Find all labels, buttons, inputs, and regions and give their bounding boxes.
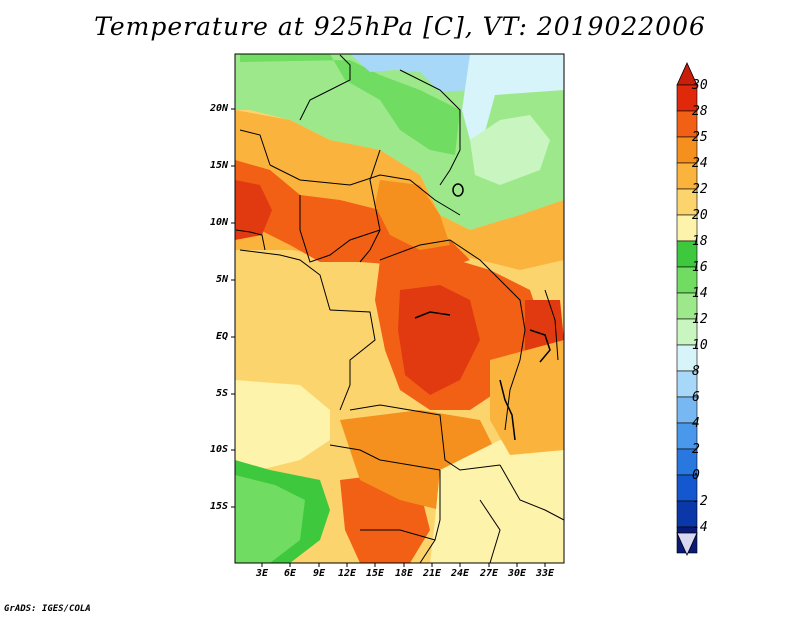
colorbar-label-minus2: -2 bbox=[692, 494, 708, 509]
lon-label-9e: 9E bbox=[312, 568, 326, 579]
lon-label-21e: 21E bbox=[422, 568, 442, 579]
field-angola-green-light bbox=[235, 475, 305, 563]
colorbar-label-20: 20 bbox=[692, 208, 708, 223]
lon-ticks bbox=[261, 563, 546, 567]
grads-credit: GrADS: IGES/COLA bbox=[4, 604, 91, 614]
field-green-pale-ne bbox=[470, 115, 550, 185]
colorbar-label-25: 25 bbox=[692, 130, 708, 145]
lon-label-27e: 27E bbox=[479, 568, 499, 579]
colorbar-label-10: 10 bbox=[692, 338, 708, 353]
lat-label-eq: EQ bbox=[215, 331, 228, 342]
colorbar bbox=[676, 62, 698, 556]
lat-label-15s: 15S bbox=[209, 501, 228, 512]
colorbar-label-6: 6 bbox=[692, 390, 700, 405]
lon-label-30e: 30E bbox=[507, 568, 527, 579]
colorbar-label-2: 2 bbox=[692, 442, 700, 457]
lon-label-33e: 33E bbox=[535, 568, 555, 579]
colorbar-bottom-triangle bbox=[676, 532, 698, 556]
lon-label-3e: 3E bbox=[255, 568, 269, 579]
country-borders bbox=[235, 54, 565, 564]
lat-label-15n: 15N bbox=[209, 160, 228, 171]
colorbar-label-16: 16 bbox=[692, 260, 708, 275]
field-blue-north bbox=[350, 54, 470, 92]
colorbar-label-30: 30 bbox=[692, 78, 708, 93]
lat-label-10s: 10S bbox=[209, 444, 228, 455]
colorbar-label-4: 4 bbox=[692, 416, 700, 431]
chart-title: Temperature at 925hPa [C], VT: 201902200… bbox=[94, 12, 706, 41]
lat-label-5n: 5N bbox=[215, 274, 228, 285]
lat-label-10n: 10N bbox=[209, 217, 228, 228]
colorbar-label-22: 22 bbox=[692, 182, 708, 197]
lat-ticks bbox=[231, 108, 235, 508]
lon-label-18e: 18E bbox=[394, 568, 414, 579]
lat-label-5s: 5S bbox=[215, 388, 228, 399]
field-east-orange bbox=[490, 340, 564, 455]
field-hot-deep-west bbox=[235, 180, 272, 240]
colorbar-label-12: 12 bbox=[692, 312, 708, 327]
field-southeast-pale bbox=[430, 440, 564, 563]
field-warm-band bbox=[375, 180, 450, 250]
field-central-core bbox=[398, 285, 480, 395]
colorbar-label-18: 18 bbox=[692, 234, 708, 249]
lon-label-12e: 12E bbox=[337, 568, 357, 579]
colorbar-label-24: 24 bbox=[692, 156, 708, 171]
colorbar-label-8: 8 bbox=[692, 364, 700, 379]
field-gulf-yellow bbox=[235, 380, 330, 470]
field-green-dark-north bbox=[240, 54, 460, 155]
colorbar-label-14: 14 bbox=[692, 286, 708, 301]
lakes bbox=[414, 183, 551, 441]
lon-label-6e: 6E bbox=[283, 568, 297, 579]
colorbar-label-minus4: -4 bbox=[692, 520, 708, 535]
lat-label-20n: 20N bbox=[209, 103, 228, 114]
colorbar-label-0: 0 bbox=[692, 468, 700, 483]
lon-label-24e: 24E bbox=[450, 568, 470, 579]
temperature-field bbox=[235, 54, 564, 563]
colorbar-label-28: 28 bbox=[692, 104, 708, 119]
lon-label-15e: 15E bbox=[365, 568, 385, 579]
map-frame bbox=[234, 53, 565, 564]
